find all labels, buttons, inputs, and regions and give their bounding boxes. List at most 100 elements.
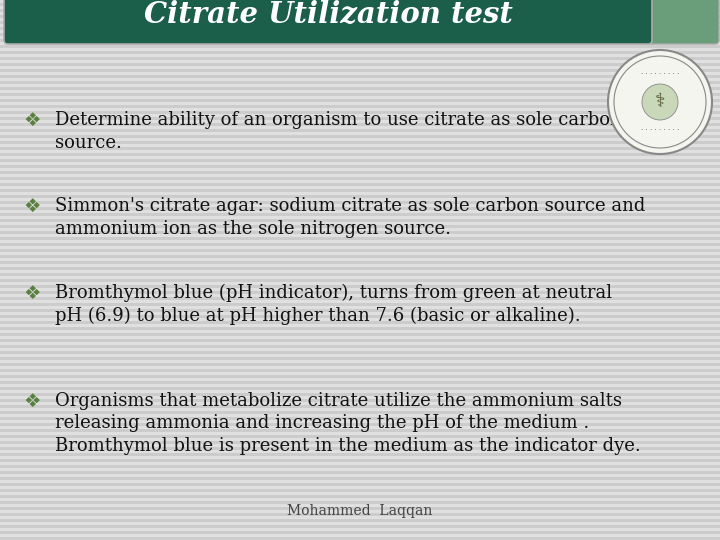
Bar — [0, 537, 720, 540]
Bar — [0, 372, 720, 375]
Bar — [0, 222, 720, 225]
Bar — [0, 90, 720, 93]
Circle shape — [608, 50, 712, 154]
Circle shape — [642, 84, 678, 120]
Bar — [0, 327, 720, 330]
Bar — [0, 27, 720, 30]
Bar — [0, 186, 720, 189]
Bar — [0, 78, 720, 81]
Bar — [0, 315, 720, 318]
Bar — [0, 252, 720, 255]
Bar — [0, 168, 720, 171]
Bar — [0, 516, 720, 519]
Bar — [0, 279, 720, 282]
Bar — [0, 483, 720, 486]
Bar — [0, 96, 720, 99]
Bar — [0, 231, 720, 234]
Bar — [0, 300, 720, 303]
Bar — [0, 381, 720, 384]
Text: ❖: ❖ — [23, 111, 41, 130]
Bar — [0, 492, 720, 495]
Bar — [0, 519, 720, 522]
Bar — [0, 441, 720, 444]
Bar — [0, 21, 720, 24]
Text: Mohammed  Laqqan: Mohammed Laqqan — [287, 504, 433, 518]
Bar — [0, 405, 720, 408]
Bar — [0, 276, 720, 279]
Bar — [0, 234, 720, 237]
Bar — [0, 132, 720, 135]
Bar — [0, 363, 720, 366]
Bar — [0, 273, 720, 276]
Bar — [0, 411, 720, 414]
Bar — [0, 465, 720, 468]
Bar — [0, 462, 720, 465]
Text: ⚕: ⚕ — [654, 92, 665, 111]
Bar — [0, 216, 720, 219]
Bar — [0, 318, 720, 321]
Bar — [0, 474, 720, 477]
Bar — [0, 18, 720, 21]
Bar — [0, 531, 720, 534]
Bar — [0, 147, 720, 150]
Bar — [0, 75, 720, 78]
Bar — [0, 117, 720, 120]
Bar — [0, 24, 720, 27]
Text: Bromthymol blue (pH indicator), turns from green at neutral
pH (6.9) to blue at : Bromthymol blue (pH indicator), turns fr… — [55, 284, 612, 325]
Bar — [0, 498, 720, 501]
Bar — [0, 123, 720, 126]
Bar — [0, 417, 720, 420]
Bar — [0, 267, 720, 270]
Bar — [0, 36, 720, 39]
Text: · · · · · · · · ·: · · · · · · · · · — [641, 127, 679, 133]
Bar — [0, 375, 720, 378]
Bar — [0, 366, 720, 369]
Text: Organisms that metabolize citrate utilize the ammonium salts
releasing ammonia a: Organisms that metabolize citrate utiliz… — [55, 392, 641, 455]
Text: ❖: ❖ — [23, 392, 41, 410]
Bar — [0, 6, 720, 9]
Bar — [0, 513, 720, 516]
Bar — [0, 312, 720, 315]
Bar — [0, 396, 720, 399]
Text: Determine ability of an organism to use citrate as sole carbon
source.: Determine ability of an organism to use … — [55, 111, 622, 152]
Bar — [0, 384, 720, 387]
Bar — [0, 111, 720, 114]
Bar — [0, 93, 720, 96]
Bar — [0, 354, 720, 357]
Bar — [0, 204, 720, 207]
Bar — [0, 201, 720, 204]
Bar — [0, 57, 720, 60]
Bar — [0, 246, 720, 249]
Bar — [0, 159, 720, 162]
Bar — [0, 282, 720, 285]
Bar — [0, 180, 720, 183]
Bar — [0, 261, 720, 264]
Bar — [0, 357, 720, 360]
Bar — [0, 414, 720, 417]
Bar — [0, 213, 720, 216]
Bar — [0, 45, 720, 48]
Bar — [0, 135, 720, 138]
Bar — [0, 504, 720, 507]
Bar — [0, 291, 720, 294]
Bar — [0, 120, 720, 123]
Bar — [0, 192, 720, 195]
Bar — [0, 426, 720, 429]
Bar — [0, 444, 720, 447]
Bar — [0, 144, 720, 147]
Bar — [0, 324, 720, 327]
Bar — [0, 249, 720, 252]
Bar — [0, 60, 720, 63]
Bar — [0, 387, 720, 390]
Bar — [0, 30, 720, 33]
Bar — [0, 171, 720, 174]
Bar — [0, 438, 720, 441]
Bar — [0, 63, 720, 66]
Bar — [0, 3, 720, 6]
Bar — [0, 471, 720, 474]
Bar — [0, 486, 720, 489]
Bar — [0, 39, 720, 42]
Bar — [0, 294, 720, 297]
Bar — [0, 183, 720, 186]
Bar — [0, 102, 720, 105]
